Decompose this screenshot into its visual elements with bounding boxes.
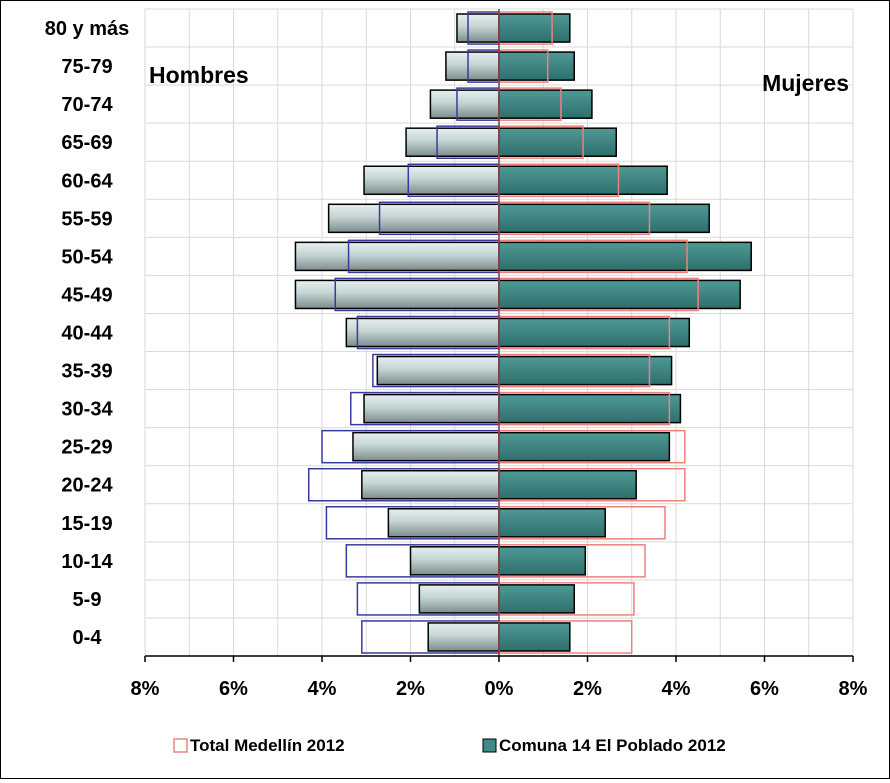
- x-tick-label: 2%: [396, 678, 425, 700]
- x-tick-label: 2%: [573, 678, 602, 700]
- bar-poblado-women-5-9: [498, 584, 575, 614]
- bar-poblado-men-60-64: [363, 165, 500, 196]
- bar-poblado-men-50-54: [294, 241, 500, 272]
- category-label: 25-29: [61, 437, 112, 459]
- legend-swatch-poblado: [482, 738, 497, 753]
- bars: [294, 13, 752, 652]
- category-label: 20-24: [61, 475, 113, 497]
- bar-poblado-men-35-39: [376, 355, 500, 386]
- category-label: 80 y más: [45, 18, 130, 40]
- bar-poblado-men-65-69: [405, 127, 500, 157]
- x-tick-label: 6%: [219, 678, 248, 700]
- bar-poblado-men-70-74: [429, 89, 500, 119]
- bar-poblado-women-50-54: [498, 241, 752, 272]
- x-tick-label: 0%: [485, 678, 514, 700]
- bar-poblado-women-20-24: [498, 469, 637, 500]
- category-label: 15-19: [61, 513, 112, 535]
- bar-poblado-men-15-19: [387, 508, 500, 538]
- category-label: 70-74: [61, 94, 113, 116]
- category-label: 60-64: [61, 170, 113, 192]
- category-label: 35-39: [61, 361, 112, 383]
- bar-poblado-men-20-24: [361, 469, 500, 500]
- category-label: 10-14: [61, 551, 113, 573]
- bar-poblado-men-5-9: [418, 584, 500, 614]
- bar-poblado-men-30-34: [363, 393, 500, 424]
- legend-label-poblado: Comuna 14 El Poblado 2012: [499, 736, 726, 755]
- legend: Total Medellín 2012 Comuna 14 El Poblado…: [173, 736, 726, 755]
- legend-label-medellin: Total Medellín 2012: [190, 736, 345, 755]
- x-tick-label: 6%: [750, 678, 779, 700]
- category-label: 40-44: [61, 323, 113, 345]
- side-label-right: Mujeres: [762, 70, 849, 96]
- x-tick-label: 4%: [662, 678, 691, 700]
- bar-poblado-women-40-44: [498, 317, 691, 348]
- category-label: 45-49: [61, 284, 112, 306]
- bar-poblado-men-40-44: [345, 317, 500, 348]
- category-label: 75-79: [61, 56, 112, 78]
- bar-poblado-women-15-19: [498, 508, 606, 538]
- bar-poblado-women-45-49: [498, 279, 741, 310]
- category-label: 0-4: [73, 627, 103, 649]
- x-tick-label: 4%: [308, 678, 337, 700]
- bar-poblado-women-65-69: [498, 127, 618, 157]
- bar-poblado-men-80 y más: [456, 13, 500, 43]
- legend-swatch-medellin: [173, 738, 188, 753]
- bar-poblado-men-75-79: [445, 51, 500, 81]
- bar-poblado-women-70-74: [498, 89, 593, 119]
- labels: 0-4 5-9 10-14 15-19 20-24 25-29 30-34 35-39 40-4…: [45, 18, 868, 700]
- bar-poblado-women-25-29: [498, 431, 671, 462]
- bar-poblado-men-10-14: [409, 546, 500, 576]
- x-tick-label: 8%: [839, 678, 868, 700]
- bar-poblado-women-80 y más: [498, 13, 571, 43]
- category-label: 50-54: [61, 246, 113, 268]
- bar-poblado-men-45-49: [294, 279, 500, 310]
- bar-poblado-women-35-39: [498, 355, 673, 386]
- bar-poblado-men-25-29: [352, 431, 500, 462]
- category-label: 65-69: [61, 132, 112, 154]
- x-tick-label: 8%: [131, 678, 160, 700]
- outline-bars: [144, 9, 854, 662]
- side-label-left: Hombres: [149, 62, 249, 88]
- bar-poblado-men-0-4: [427, 622, 500, 652]
- bar-poblado-women-0-4: [498, 622, 571, 652]
- bar-poblado-women-55-59: [498, 203, 710, 234]
- category-label: 55-59: [61, 208, 112, 230]
- category-label: 30-34: [61, 399, 113, 421]
- bar-poblado-women-60-64: [498, 165, 668, 196]
- category-label: 5-9: [73, 589, 102, 611]
- bar-poblado-women-75-79: [498, 51, 575, 81]
- bar-poblado-men-55-59: [327, 203, 500, 234]
- bar-poblado-women-10-14: [498, 546, 587, 576]
- bar-poblado-women-30-34: [498, 393, 682, 424]
